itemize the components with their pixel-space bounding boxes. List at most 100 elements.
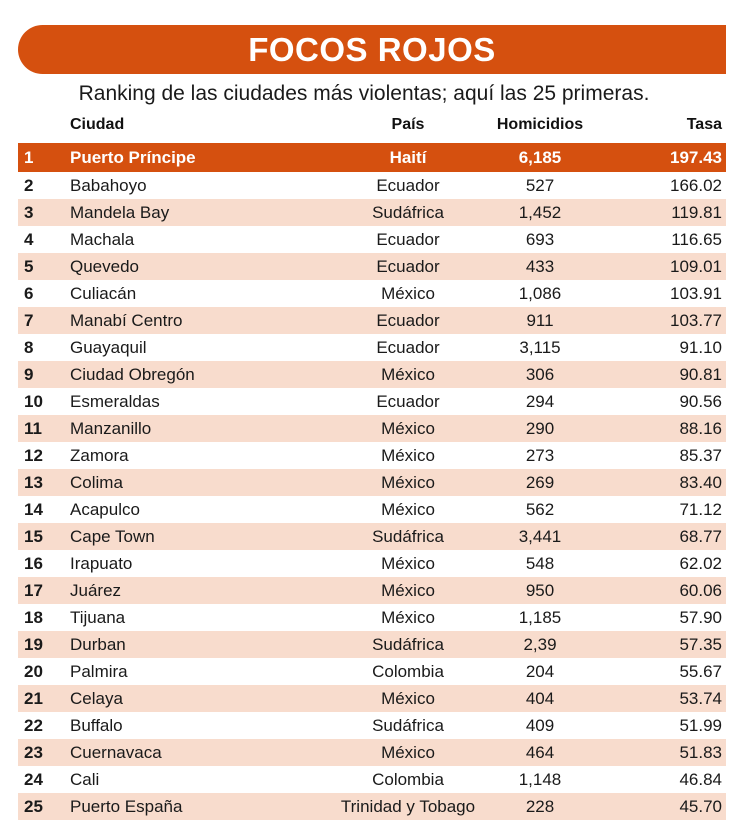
table-row: 25 Puerto España Trinidad y Tobago 228 45.70	[18, 793, 726, 820]
rate-cell: 91.10	[679, 337, 722, 357]
rate-cell: 60.06	[679, 580, 722, 600]
table-row: 5 Quevedo Ecuador 433 109.01	[18, 253, 726, 280]
rank-cell: 2	[24, 175, 34, 195]
city-cell: Culiacán	[70, 283, 137, 303]
table-row: 2 Babahoyo Ecuador 527 166.02	[18, 172, 726, 199]
homicides-cell: 306	[525, 364, 555, 384]
table-row: 13 Colima México 269 83.40	[18, 469, 726, 496]
table-row: 11 Manzanillo México 290 88.16	[18, 415, 726, 442]
column-header-country: País	[391, 116, 425, 133]
country-cell: Sudáfrica	[372, 202, 444, 222]
table-row: 1 Puerto Príncipe Haití 6,185 197.43	[18, 143, 726, 172]
rank-cell: 18	[24, 607, 43, 627]
rank-cell: 8	[24, 337, 34, 357]
rank-cell: 22	[24, 715, 43, 735]
city-cell: Quevedo	[70, 256, 139, 276]
rate-cell: 45.70	[679, 796, 722, 816]
rank-cell: 9	[24, 364, 34, 384]
rate-cell: 55.67	[679, 661, 722, 681]
country-cell: México	[381, 499, 435, 519]
table-row: 8 Guayaquil Ecuador 3,115 91.10	[18, 334, 726, 361]
homicides-cell: 1,452	[518, 202, 562, 222]
city-cell: Guayaquil	[70, 337, 147, 357]
homicides-cell: 294	[525, 391, 555, 411]
country-cell: Colombia	[372, 769, 444, 789]
city-cell: Machala	[70, 229, 135, 249]
rate-cell: 90.81	[679, 364, 722, 384]
homicides-cell: 404	[525, 688, 555, 708]
country-cell: Sudáfrica	[372, 526, 444, 546]
city-cell: Colima	[70, 472, 123, 492]
homicides-cell: 548	[525, 553, 555, 573]
homicides-cell: 693	[525, 229, 555, 249]
column-header-rate: Tasa	[686, 116, 722, 133]
rate-cell: 88.16	[679, 418, 722, 438]
rate-cell: 109.01	[670, 256, 722, 276]
rate-cell: 53.74	[679, 688, 722, 708]
rank-cell: 21	[24, 688, 43, 708]
subtitle: Ranking de las ciudades más violentas; a…	[78, 82, 650, 105]
homicides-cell: 562	[525, 499, 555, 519]
homicides-cell: 290	[525, 418, 555, 438]
rate-cell: 85.37	[679, 445, 722, 465]
country-cell: Ecuador	[376, 337, 440, 357]
table-row: 9 Ciudad Obregón México 306 90.81	[18, 361, 726, 388]
rank-cell: 17	[24, 580, 43, 600]
city-cell: Acapulco	[70, 499, 140, 519]
homicides-cell: 3,115	[519, 337, 561, 357]
rank-cell: 12	[24, 445, 43, 465]
city-cell: Juárez	[70, 580, 122, 600]
rate-cell: 103.91	[670, 283, 722, 303]
city-cell: Cape Town	[70, 526, 155, 546]
rate-cell: 103.77	[670, 310, 722, 330]
table-row: 23 Cuernavaca México 464 51.83	[18, 739, 726, 766]
country-cell: Colombia	[372, 661, 444, 681]
rate-cell: 57.90	[679, 607, 722, 627]
homicides-cell: 273	[525, 445, 555, 465]
city-cell: Durban	[70, 634, 126, 654]
country-cell: Ecuador	[376, 256, 440, 276]
homicides-cell: 464	[525, 742, 555, 762]
homicides-cell: 204	[525, 661, 555, 681]
city-cell: Cali	[70, 769, 100, 789]
rank-cell: 15	[24, 526, 43, 546]
homicides-cell: 1,086	[518, 283, 562, 303]
table-row: 18 Tijuana México 1,185 57.90	[18, 604, 726, 631]
city-cell: Buffalo	[70, 715, 123, 735]
table-row: 21 Celaya México 404 53.74	[18, 685, 726, 712]
city-cell: Puerto España	[70, 796, 183, 816]
country-cell: México	[381, 445, 435, 465]
rate-cell: 46.84	[679, 769, 722, 789]
country-cell: México	[381, 688, 435, 708]
country-cell: Ecuador	[376, 391, 440, 411]
country-cell: Trinidad y Tobago	[340, 796, 476, 816]
homicides-cell: 527	[525, 175, 555, 195]
city-cell: Palmira	[70, 661, 128, 681]
table-row: 16 Irapuato México 548 62.02	[18, 550, 726, 577]
column-header-city: Ciudad	[70, 116, 125, 133]
table-row: 24 Cali Colombia 1,148 46.84	[18, 766, 726, 793]
column-header-homicides: Homicidios	[496, 116, 584, 133]
rate-cell: 116.65	[671, 229, 722, 249]
rate-cell: 57.35	[679, 634, 722, 654]
homicides-cell: 1,148	[518, 769, 562, 789]
rate-cell: 51.99	[679, 715, 722, 735]
ranking-table: 1 Puerto Príncipe Haití 6,185 197.43 2 Babahoy…	[18, 143, 726, 820]
rank-cell: 10	[24, 391, 43, 411]
rank-cell: 4	[24, 229, 34, 249]
table-row: 6 Culiacán México 1,086 103.91	[18, 280, 726, 307]
rank-cell: 6	[24, 283, 34, 303]
rank-cell: 3	[24, 202, 34, 222]
rank-cell: 5	[24, 256, 34, 276]
country-cell: México	[381, 418, 435, 438]
homicides-cell: 228	[525, 796, 555, 816]
rank-cell: 24	[24, 769, 43, 789]
rank-cell: 19	[24, 634, 43, 654]
country-cell: México	[381, 607, 435, 627]
homicides-cell: 3,441	[518, 526, 562, 546]
table-row: 22 Buffalo Sudáfrica 409 51.99	[18, 712, 726, 739]
city-cell: Esmeraldas	[70, 391, 160, 411]
city-cell: Irapuato	[70, 553, 133, 573]
homicides-cell: 1,185	[518, 607, 562, 627]
rate-cell: 197.43	[670, 147, 722, 167]
